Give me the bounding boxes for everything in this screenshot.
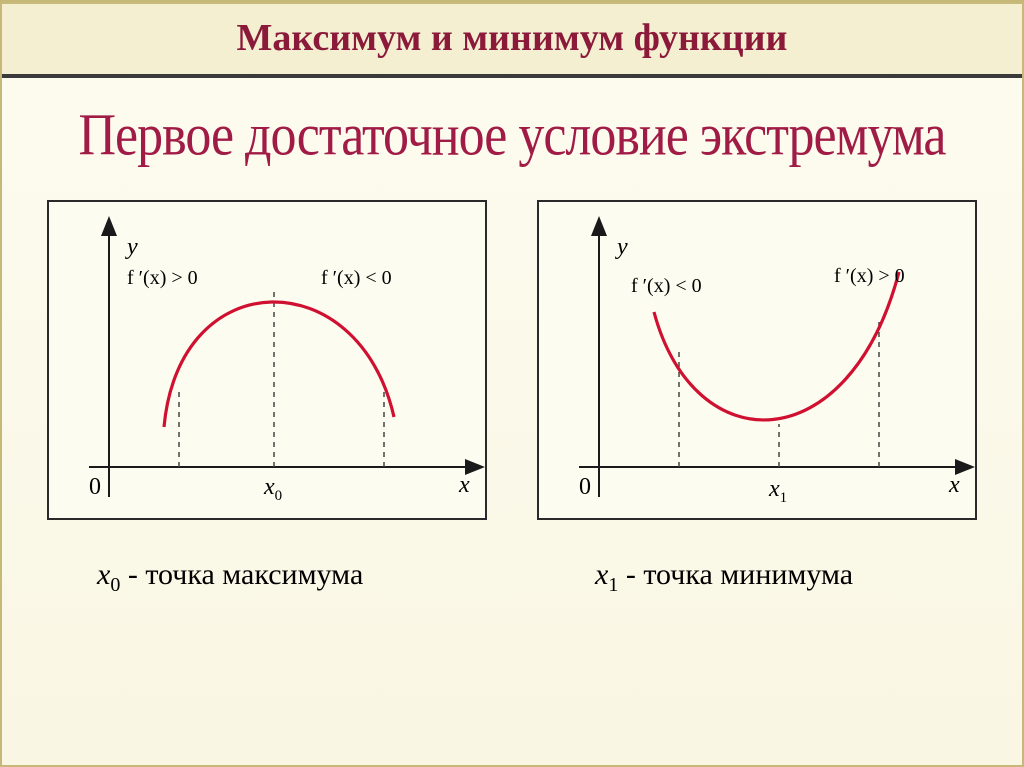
left-origin-label: 0 bbox=[89, 474, 101, 500]
left-x-label: x bbox=[458, 472, 470, 498]
left-y-label: y bbox=[125, 234, 138, 260]
right-x-label: x bbox=[948, 472, 960, 498]
right-caption: x1 - точка минимума bbox=[537, 558, 977, 597]
left-chart-frame: y x 0 f ′(x) > 0 f ′(x) < 0 x0 bbox=[47, 200, 487, 520]
title-bar: Максимум и минимум функции bbox=[2, 2, 1022, 78]
right-chart-box: y x 0 f ′(x) < 0 f ′(x) > 0 x1 x1 - точк… bbox=[537, 200, 977, 597]
charts-row: y x 0 f ′(x) > 0 f ′(x) < 0 x0 x0 - точк… bbox=[2, 200, 1022, 597]
left-caption: x0 - точка максимума bbox=[47, 558, 487, 597]
right-deriv-right: f ′(x) > 0 bbox=[834, 265, 905, 287]
left-curve bbox=[164, 302, 394, 427]
left-xpoint: x0 bbox=[263, 474, 282, 504]
right-xpoint: x1 bbox=[768, 476, 787, 506]
left-chart-box: y x 0 f ′(x) > 0 f ′(x) < 0 x0 x0 - точк… bbox=[47, 200, 487, 597]
right-y-label: y bbox=[615, 234, 628, 260]
right-origin-label: 0 bbox=[579, 474, 591, 500]
right-caption-text: - точка минимума bbox=[618, 558, 853, 591]
right-deriv-left: f ′(x) < 0 bbox=[631, 275, 702, 297]
right-chart-svg: y x 0 f ′(x) < 0 f ′(x) > 0 x1 bbox=[539, 202, 979, 522]
left-caption-var: x bbox=[97, 558, 110, 591]
title-text: Максимум и минимум функции bbox=[237, 17, 788, 59]
left-caption-sub: 0 bbox=[110, 574, 120, 596]
left-caption-text: - точка максимума bbox=[120, 558, 363, 591]
right-chart-frame: y x 0 f ′(x) < 0 f ′(x) > 0 x1 bbox=[537, 200, 977, 520]
right-caption-var: x bbox=[595, 558, 608, 591]
subtitle: Первое достаточное условие экстремума bbox=[2, 106, 1022, 165]
left-deriv-right: f ′(x) < 0 bbox=[321, 267, 392, 289]
left-chart-svg: y x 0 f ′(x) > 0 f ′(x) < 0 x0 bbox=[49, 202, 489, 522]
left-deriv-left: f ′(x) > 0 bbox=[127, 267, 198, 289]
subtitle-text: Первое достаточное условие экстремума bbox=[78, 102, 945, 170]
right-caption-sub: 1 bbox=[608, 574, 618, 596]
